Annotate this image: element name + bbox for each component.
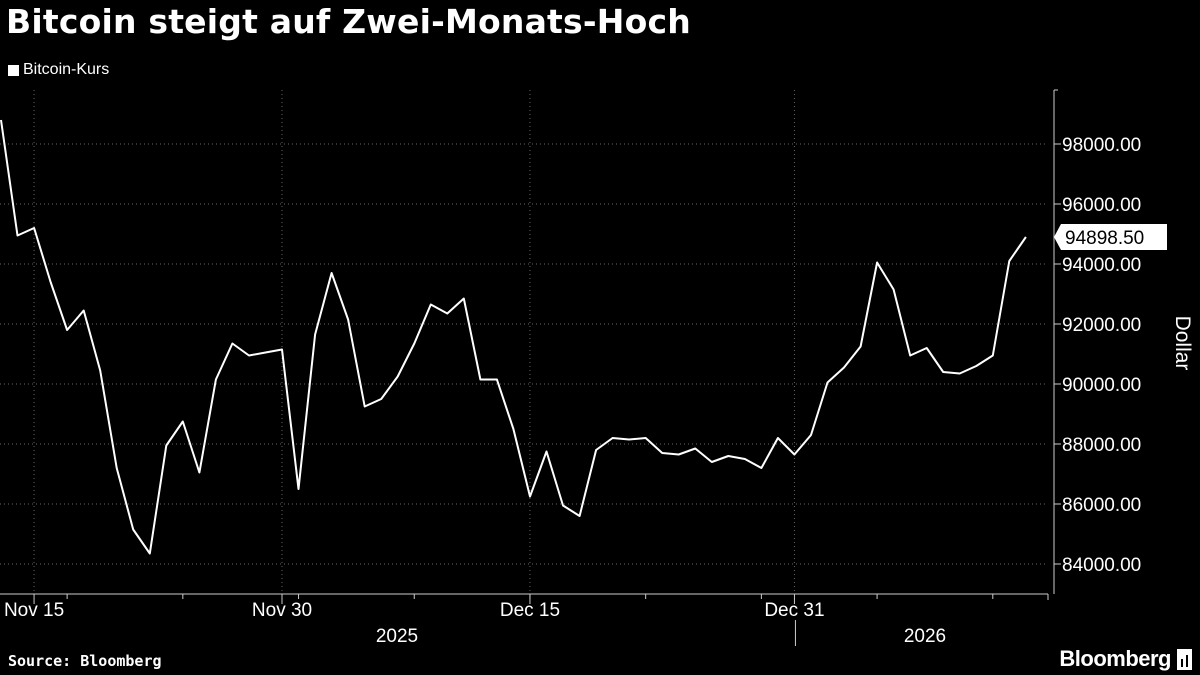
data-point xyxy=(661,452,663,454)
data-point xyxy=(149,553,151,555)
data-point xyxy=(909,355,911,357)
data-point xyxy=(99,370,101,372)
series-line-bitcoin-kurs xyxy=(0,119,1027,555)
y-tick-label: 88000.00 xyxy=(1062,435,1141,456)
data-point xyxy=(215,379,217,381)
data-point xyxy=(50,281,52,283)
chart-title: Bitcoin steigt auf Zwei-Monats-Hoch xyxy=(6,2,691,41)
data-point xyxy=(595,449,597,451)
data-point xyxy=(827,382,829,384)
data-point xyxy=(198,472,200,474)
data-point xyxy=(711,461,713,463)
data-point xyxy=(380,398,382,400)
data-point xyxy=(959,373,961,375)
x-tick-label: Nov 15 xyxy=(4,600,64,621)
data-point xyxy=(446,313,448,315)
data-point xyxy=(545,451,547,453)
data-point xyxy=(678,454,680,456)
data-point xyxy=(463,298,465,300)
data-point xyxy=(496,379,498,381)
data-point xyxy=(479,379,481,381)
data-point xyxy=(810,434,812,436)
brand-name: Bloomberg xyxy=(1059,646,1171,671)
bloomberg-chart-icon xyxy=(1177,648,1192,670)
data-point xyxy=(264,352,266,354)
data-point xyxy=(512,428,514,430)
y-tick-label: 98000.00 xyxy=(1062,135,1141,156)
data-point xyxy=(744,458,746,460)
data-point xyxy=(727,455,729,457)
bloomberg-logo: Bloomberg xyxy=(1059,646,1192,672)
data-point xyxy=(612,437,614,439)
legend-entry-bitcoin-kurs: Bitcoin-Kurs xyxy=(23,61,110,78)
data-point xyxy=(860,346,862,348)
data-point xyxy=(579,515,581,517)
data-point xyxy=(347,319,349,321)
data-point xyxy=(694,448,696,450)
data-point xyxy=(413,343,415,345)
data-point xyxy=(942,371,944,373)
data-point xyxy=(33,227,35,229)
year-label: 2025 xyxy=(376,626,418,647)
data-point xyxy=(364,406,366,408)
data-point xyxy=(281,349,283,351)
y-tick-label: 94000.00 xyxy=(1062,255,1141,276)
data-point xyxy=(83,310,85,312)
last-value-callout xyxy=(1054,224,1167,251)
y-tick-label: 92000.00 xyxy=(1062,315,1141,336)
legend: Bitcoin-Kurs xyxy=(8,61,109,79)
data-point xyxy=(529,496,531,498)
data-point xyxy=(298,488,300,490)
data-point xyxy=(645,437,647,439)
last-value-label: 94898.50 xyxy=(1065,228,1144,249)
data-point xyxy=(1008,260,1010,262)
data-point xyxy=(397,376,399,378)
data-point xyxy=(926,347,928,349)
data-point xyxy=(1025,236,1027,238)
legend-swatch xyxy=(8,64,19,76)
y-tick-label: 90000.00 xyxy=(1062,375,1141,396)
data-point xyxy=(893,289,895,291)
y-tick-label: 86000.00 xyxy=(1062,495,1141,516)
x-tick-label: Nov 30 xyxy=(252,600,312,621)
data-point xyxy=(248,355,250,357)
data-point xyxy=(0,119,2,121)
data-point xyxy=(975,365,977,367)
data-point xyxy=(430,304,432,306)
y-tick-label: 84000.00 xyxy=(1062,555,1141,576)
x-tick-label: Dec 31 xyxy=(764,600,824,621)
y-axis-label: Dollar xyxy=(1171,316,1194,371)
data-point xyxy=(628,439,630,441)
data-point xyxy=(17,235,19,237)
data-point xyxy=(331,272,333,274)
data-point xyxy=(760,467,762,469)
year-label: 2026 xyxy=(904,626,946,647)
data-point xyxy=(132,529,134,531)
data-point xyxy=(562,505,564,507)
data-point xyxy=(843,367,845,369)
data-point xyxy=(876,262,878,264)
data-point xyxy=(793,454,795,456)
y-tick-label: 96000.00 xyxy=(1062,195,1141,216)
source-note: Source: Bloomberg xyxy=(8,652,162,670)
data-point xyxy=(777,437,779,439)
data-point xyxy=(314,334,316,336)
data-point xyxy=(182,421,184,423)
data-point xyxy=(66,329,68,331)
data-point xyxy=(116,467,118,469)
data-point xyxy=(231,343,233,345)
x-tick-label: Dec 15 xyxy=(500,600,560,621)
data-point xyxy=(165,445,167,447)
data-point xyxy=(992,355,994,357)
